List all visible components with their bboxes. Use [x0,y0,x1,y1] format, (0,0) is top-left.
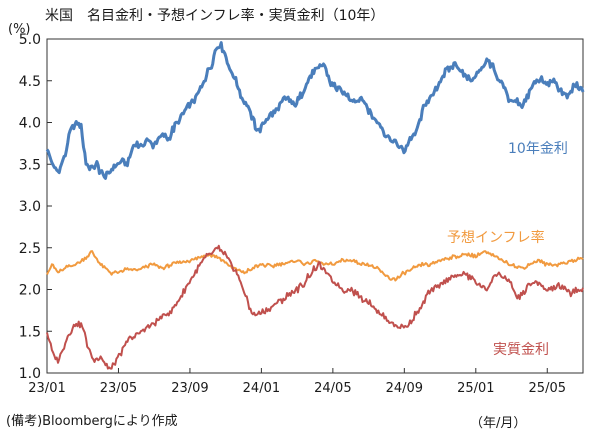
y-tick-label: 1.5 [19,324,41,340]
y-tick-label: 4.0 [19,116,41,132]
y-tick-label: 2.5 [19,241,41,257]
y-tick-label: 3.0 [19,199,41,215]
x-tick-label: 23/09 [171,381,208,396]
y-tick-label: 1.0 [19,366,41,382]
y-tick-label: 4.5 [19,74,41,90]
x-tick-label: 23/05 [100,381,137,396]
source-note: (備考)Bloombergにより作成 [6,413,178,429]
x-tick-label: 24/09 [386,381,423,396]
x-tick-label: 25/01 [457,381,494,396]
y-tick-label: 3.5 [19,157,41,173]
series-label-2: 予想インフレ率 [447,229,545,246]
plot-frame [46,38,584,374]
series-label-1: 10年金利 [508,141,568,157]
chart-title: 米国 名目金利・予想インフレ率・実質金利（10年） [45,7,384,24]
series-label-3: 実質金利 [493,342,549,358]
series-line-2 [46,250,584,282]
x-tick-label: 24/01 [243,381,280,396]
plot-area: 1.0 1.5 2.0 2.5 3.0 3.5 4.0 4.5 5.0 23/01 23/05 23/… [19,32,585,396]
series-line-3 [46,244,584,370]
y-tick-label: 5.0 [19,32,41,48]
x-tick-label: 24/05 [314,381,351,396]
x-axis-unit: （年/月） [470,416,526,431]
x-tick-label: 23/01 [28,381,65,396]
series-line-1 [45,41,585,180]
y-tick-label: 2.0 [19,283,41,299]
y-axis-unit: (%) [8,22,31,37]
x-tick-label: 25/05 [529,381,566,396]
